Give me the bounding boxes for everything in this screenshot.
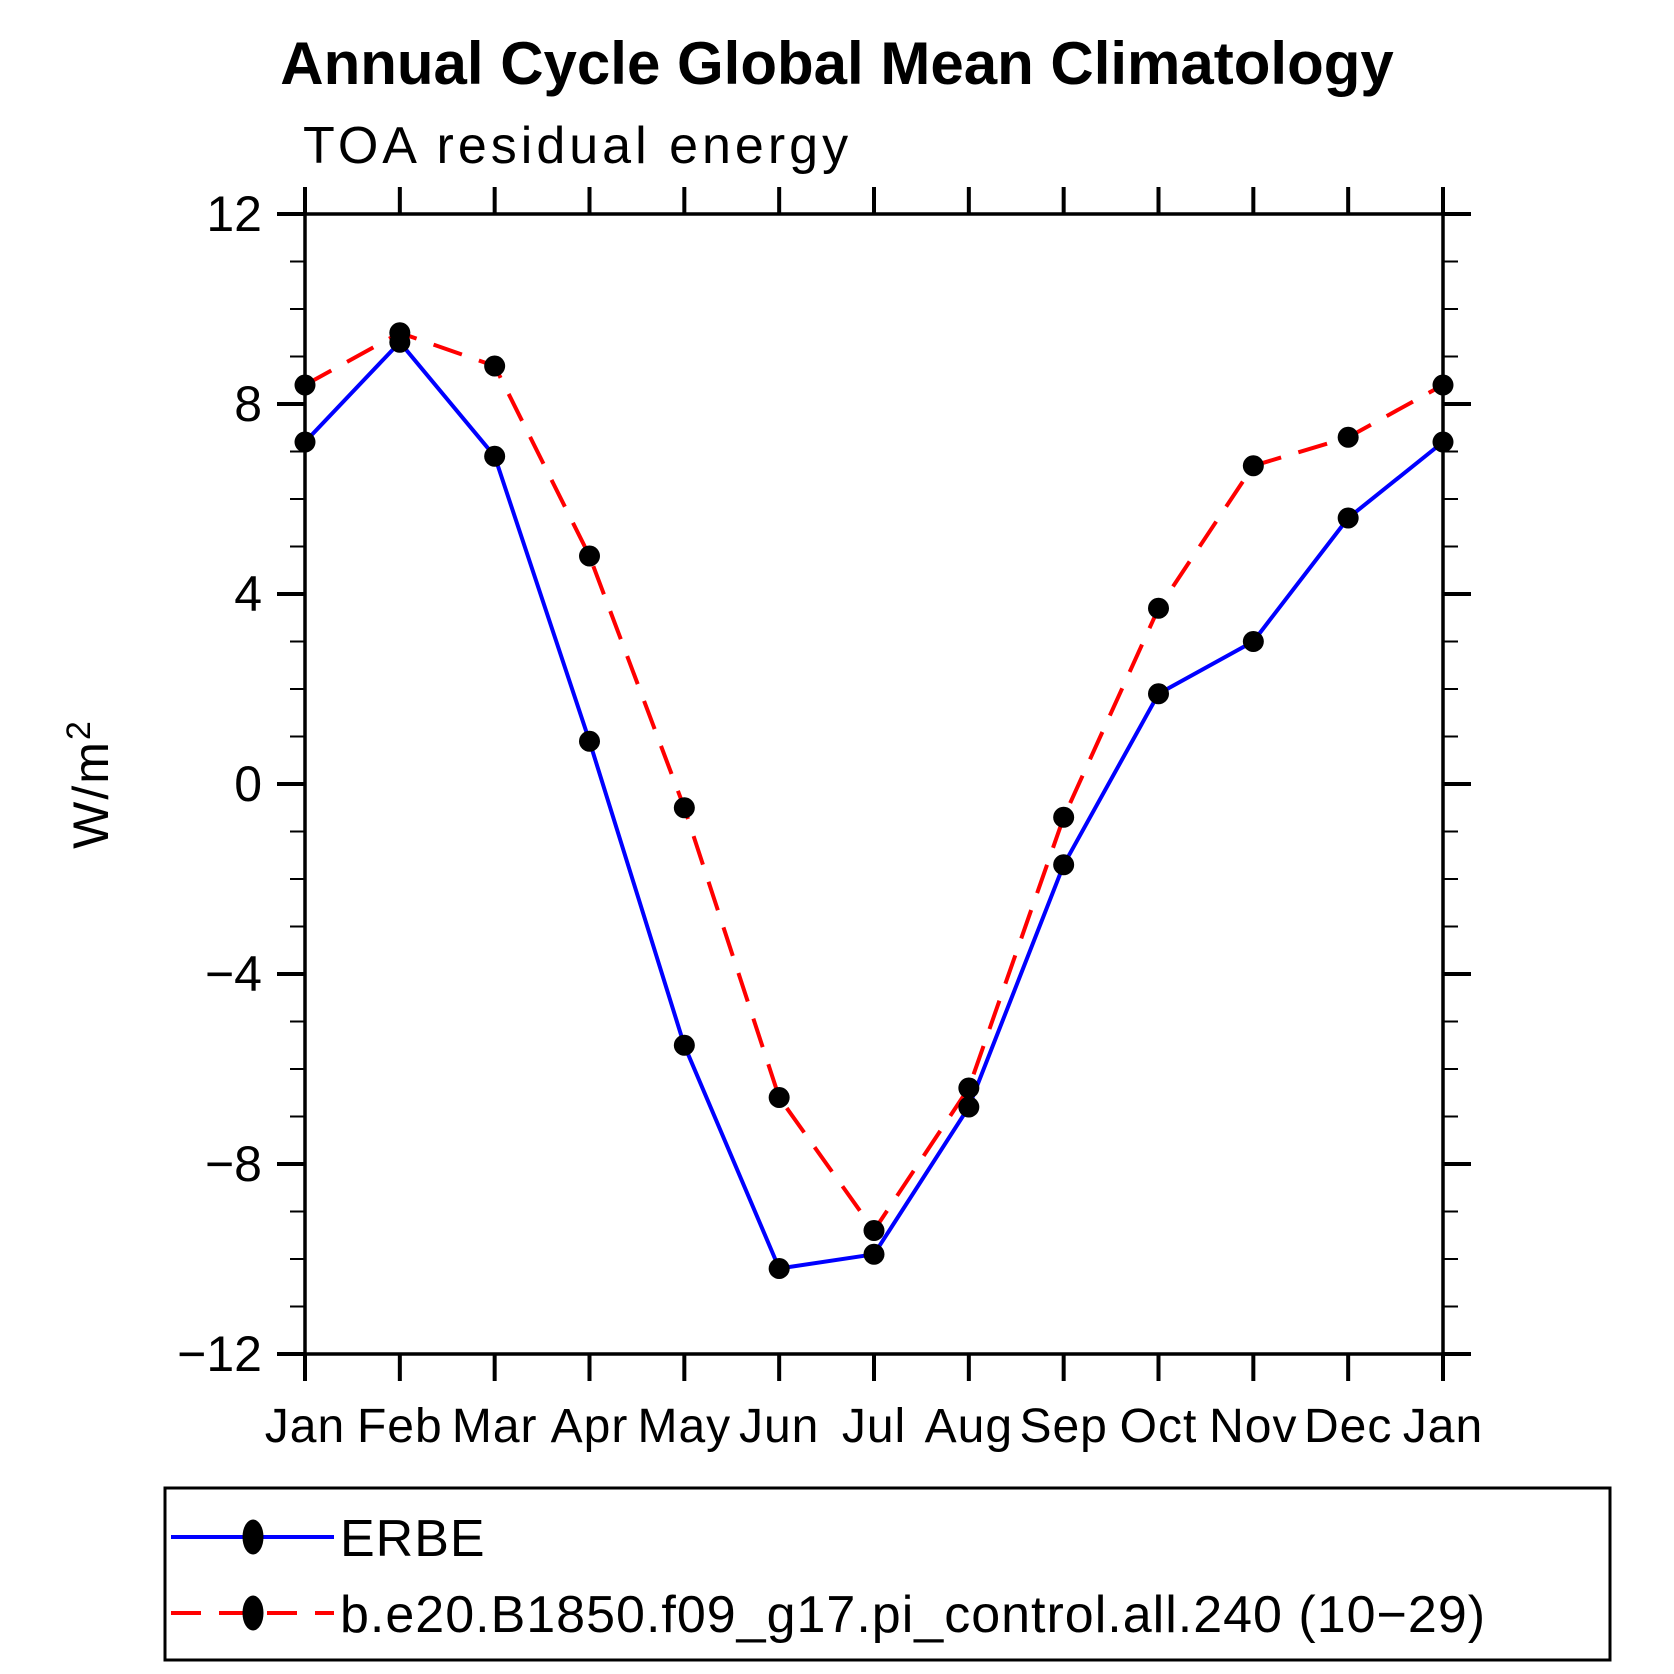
erbe-data-marker: [1242, 631, 1264, 652]
model-data-marker: [958, 1077, 980, 1099]
model-data-marker: [389, 322, 411, 344]
chart-title: Annual Cycle Global Mean Climatology: [280, 30, 1394, 97]
erbe-data-marker: [863, 1243, 885, 1265]
erbe-data-marker: [768, 1258, 790, 1279]
legend-label-model: b.e20.B1850.f09_g17.pi_control.all.240 (…: [340, 1586, 1486, 1644]
erbe-data-marker: [673, 1034, 695, 1056]
x-tick-label: Oct: [1120, 1400, 1198, 1453]
erbe-data-marker: [1432, 431, 1454, 453]
erbe-line: [303, 340, 1445, 1271]
model-data-marker: [1432, 374, 1454, 396]
model-data-marker: [294, 374, 316, 396]
legend-marker-model: [242, 1595, 264, 1631]
erbe-data-marker: [484, 445, 506, 467]
x-tick-label: Nov: [1209, 1400, 1297, 1453]
y-tick-label: −4: [205, 946, 262, 1002]
x-tick-label: Jan: [1403, 1400, 1483, 1453]
model-data-marker: [768, 1087, 790, 1108]
model-data-marker: [1242, 455, 1264, 477]
plot-series: [294, 322, 1454, 1279]
erbe-data-marker: [579, 730, 600, 752]
model-data-marker: [484, 355, 506, 377]
x-tick-label: Sep: [1019, 1400, 1107, 1453]
y-axis-label: W/m2: [60, 719, 119, 849]
x-tick-label: Jun: [739, 1400, 819, 1453]
legend-entry-erbe: ERBE: [171, 1510, 486, 1568]
legend-entry-model: b.e20.B1850.f09_g17.pi_control.all.240 (…: [171, 1586, 1486, 1644]
x-tick-label: Aug: [925, 1400, 1013, 1453]
x-tick-label: Jan: [265, 1400, 345, 1453]
model-data-marker: [1148, 597, 1169, 619]
model-data-marker: [1337, 426, 1359, 448]
x-tick-label: Feb: [357, 1400, 443, 1453]
y-tick-label: 12: [206, 186, 262, 242]
x-tick-label: Apr: [551, 1400, 629, 1453]
erbe-data-marker: [1148, 683, 1169, 705]
model-line: [304, 330, 1444, 1233]
x-tick-label: Jul: [842, 1400, 906, 1453]
model-data-marker: [673, 797, 695, 819]
y-tick-label: 8: [234, 376, 262, 432]
y-tick-label: −12: [177, 1326, 262, 1382]
x-tick-label: Dec: [1304, 1400, 1392, 1453]
model-data-marker: [579, 545, 600, 567]
legend-box: [163, 1486, 1612, 1662]
chart-subtitle: TOA residual energy: [303, 117, 852, 175]
plot-border: [303, 212, 1445, 1356]
erbe-data-marker: [1337, 507, 1359, 529]
x-tick-label: May: [637, 1400, 731, 1453]
erbe-data-marker: [958, 1096, 980, 1118]
model-data-marker: [1053, 806, 1075, 828]
legend-label-erbe: ERBE: [340, 1510, 486, 1568]
y-tick-label: −8: [205, 1136, 262, 1192]
model-data-marker: [863, 1220, 885, 1241]
y-tick-label: 4: [234, 566, 262, 622]
chart-legend: ERBE b.e20.B1850.f09_g17.pi_control.all.…: [163, 1486, 1612, 1662]
x-tick-label: Mar: [452, 1400, 538, 1453]
legend-marker-erbe: [242, 1519, 264, 1555]
y-tick-label: 0: [234, 756, 262, 812]
erbe-data-marker: [294, 431, 316, 453]
erbe-data-marker: [1053, 854, 1075, 876]
